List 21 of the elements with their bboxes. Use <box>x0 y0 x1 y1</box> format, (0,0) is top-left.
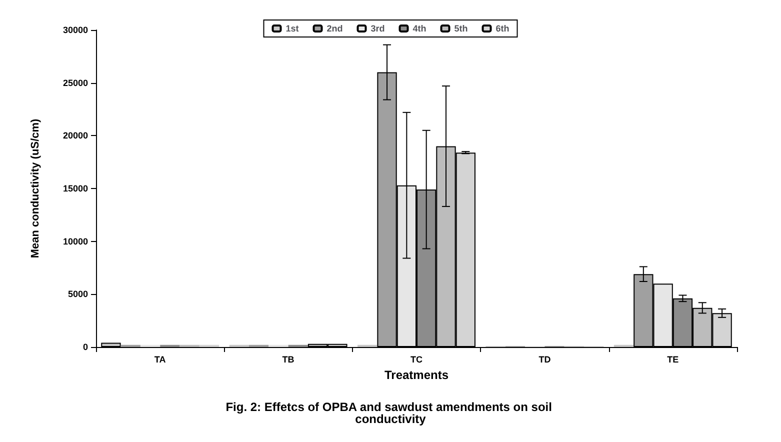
x-tick-label: TC <box>410 354 423 364</box>
legend-label: 4th <box>412 24 426 34</box>
y-tick-label: 30000 <box>62 25 88 35</box>
text: Fig. 2: Effetcs of OPBA and sawdust amendments on soil conductivity <box>226 400 556 426</box>
y-axis-title: Mean conductivity (uS/cm) <box>30 118 42 258</box>
y-tick-label: 15000 <box>62 184 88 194</box>
y-tick-label: 20000 <box>62 130 88 141</box>
legend-label: 5th <box>454 24 468 34</box>
y-tick-label: 0 <box>82 342 88 352</box>
legend-label: 3rd <box>370 24 385 34</box>
y-tick-label: 10000 <box>62 236 88 246</box>
legend-label: 1st <box>286 24 299 34</box>
legend-label: 2nd <box>326 24 343 34</box>
x-tick-label: TD <box>538 354 552 364</box>
x-tick-label: TB <box>282 354 295 364</box>
x-tick-label: TA <box>154 354 166 364</box>
x-tick-label: TE <box>667 354 679 364</box>
y-tick-label: 5000 <box>68 289 88 300</box>
x-axis-title: Treatments <box>384 368 449 382</box>
y-tick-label: 25000 <box>62 78 88 88</box>
legend-label: 6th <box>496 24 510 34</box>
